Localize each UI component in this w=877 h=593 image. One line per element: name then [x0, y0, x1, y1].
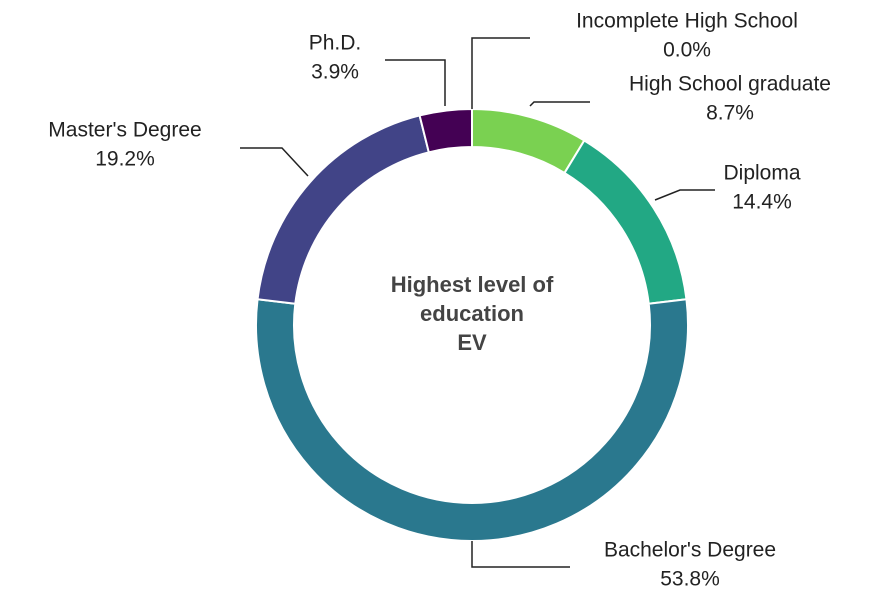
donut-slice: [471, 107, 586, 175]
slice-label: Diploma: [723, 162, 800, 185]
slice-value: 19.2%: [95, 148, 155, 171]
leader-line: [240, 147, 309, 177]
leader-line: [654, 189, 715, 201]
slice-value: 8.7%: [706, 102, 754, 125]
slice-label: Incomplete High School: [576, 10, 798, 33]
slice-value: 0.0%: [663, 39, 711, 62]
slice-label: High School graduate: [629, 73, 831, 96]
leader-line: [385, 59, 446, 106]
slice-label: Ph.D.: [309, 32, 362, 55]
slice-value: 53.8%: [660, 568, 720, 591]
leader-line: [471, 37, 530, 109]
slice-value: 14.4%: [732, 191, 792, 214]
donut-slice: [418, 107, 473, 154]
chart-title: Highest level of education EV: [390, 272, 554, 355]
slice-label: Master's Degree: [48, 119, 201, 142]
donut-slice: [255, 298, 689, 542]
leader-line: [529, 101, 590, 107]
leader-line: [471, 541, 570, 568]
slice-value: 3.9%: [311, 61, 359, 84]
slice-label: Bachelor's Degree: [604, 539, 776, 562]
